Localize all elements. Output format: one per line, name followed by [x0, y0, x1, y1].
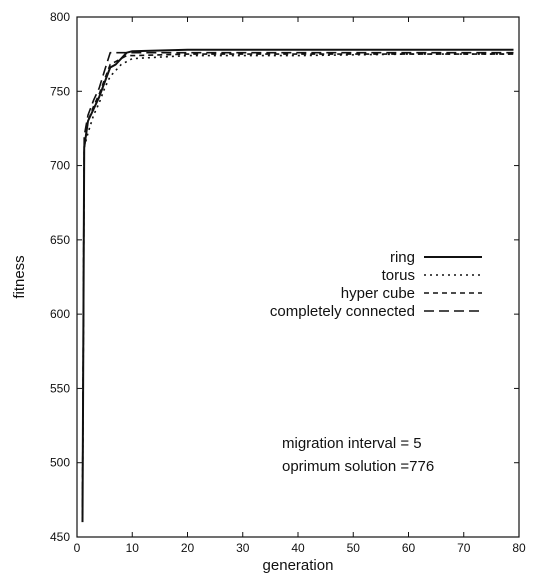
x-axis-label: generation: [263, 557, 334, 574]
legend-label: completely connected: [270, 303, 415, 320]
x-tick-label: 80: [512, 541, 526, 555]
y-tick-label: 450: [50, 530, 70, 544]
x-tick-label: 30: [236, 541, 250, 555]
annotation-migration-interval: migration interval = 5: [282, 435, 422, 452]
y-tick-label: 500: [50, 456, 70, 470]
y-tick-label: 650: [50, 233, 70, 247]
y-tick-label: 550: [50, 381, 70, 395]
legend-label: ring: [390, 249, 415, 266]
y-tick-label: 750: [50, 84, 70, 98]
annotation-optimum-solution: oprimum solution =776: [282, 458, 434, 475]
y-axis-label: fitness: [11, 255, 28, 298]
x-tick-label: 70: [457, 541, 471, 555]
series-lines: [81, 48, 514, 523]
x-tick-label: 20: [181, 541, 195, 555]
series-line-hyper-cube: [81, 53, 514, 515]
x-tick-label: 40: [291, 541, 305, 555]
ticks: 0 10 20 30 40 50 60 70 80 450 500 550 600 650 700 750 80…: [50, 10, 526, 555]
series-line-completely-connected: [81, 51, 514, 508]
x-tick-label: 10: [126, 541, 140, 555]
y-tick-label: 800: [50, 10, 70, 24]
legend-label: torus: [382, 267, 415, 284]
x-tick-label: 60: [402, 541, 416, 555]
y-tick-label: 600: [50, 307, 70, 321]
legend-label: hyper cube: [341, 285, 415, 302]
x-tick-label: 0: [74, 541, 81, 555]
x-tick-label: 50: [347, 541, 361, 555]
y-tick-label: 700: [50, 159, 70, 173]
